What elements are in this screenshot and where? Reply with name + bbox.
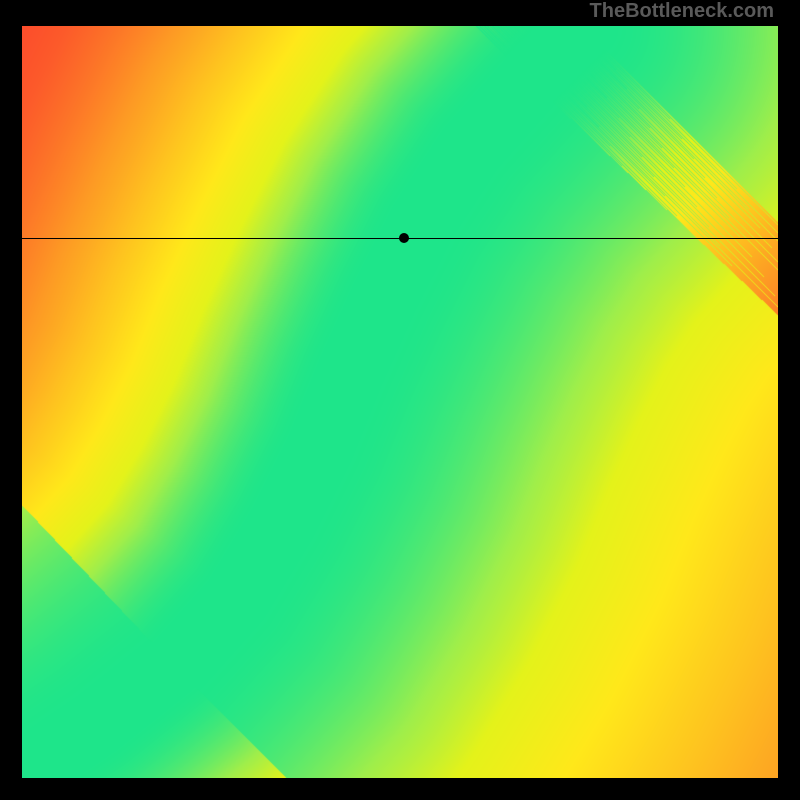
watermark-text: TheBottleneck.com (22, 0, 778, 23)
crosshair-marker (399, 233, 409, 243)
heatmap-canvas (22, 26, 778, 778)
heatmap-plot (22, 26, 778, 778)
